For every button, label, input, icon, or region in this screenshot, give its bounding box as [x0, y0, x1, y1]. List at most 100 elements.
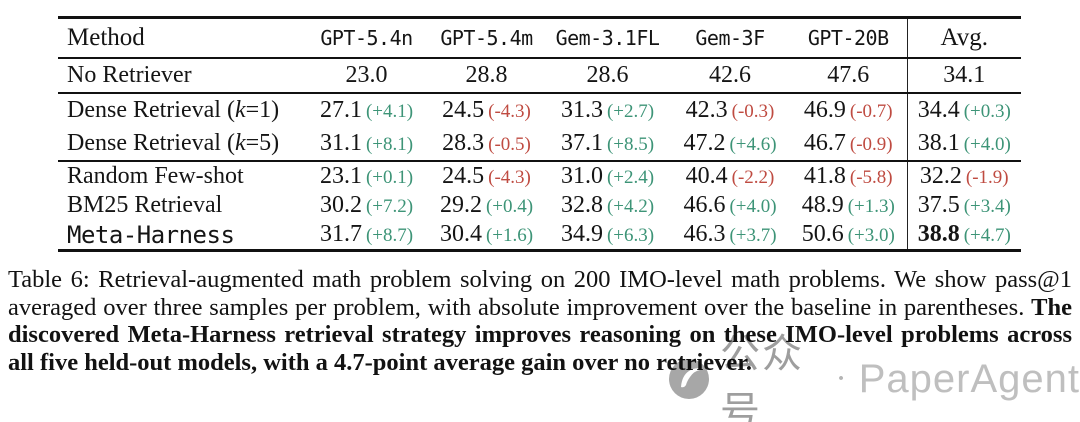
score-value: 30.4: [439, 221, 482, 248]
score-cell: 38.8 (+4.7): [906, 220, 1021, 251]
score-cell: 31.3 (+2.7): [545, 93, 670, 127]
score-delta: (-0.5): [488, 133, 531, 155]
score-cell: 40.4 (-2.2): [670, 161, 790, 191]
score-delta: (+2.4): [606, 166, 655, 188]
score-cell: 46.7 (-0.9): [790, 127, 907, 161]
score-cell: 41.8 (-5.8): [790, 161, 907, 191]
score-delta: (+4.0): [963, 133, 1011, 155]
score-value: 46.7: [803, 129, 846, 156]
score-delta: (+4.1): [365, 100, 414, 122]
score-cell: 28.3 (-0.5): [428, 127, 545, 161]
method-cell: Meta-Harness: [67, 220, 235, 249]
score-cell: 32.2 (-1.9): [906, 160, 1021, 191]
score-value: 37.1: [560, 129, 603, 156]
method-cell: BM25 Retrieval: [67, 192, 223, 218]
score-delta: (+4.0): [729, 196, 777, 217]
method-cell: Dense Retrieval (k=1): [67, 96, 280, 123]
baseline-row: No Retriever 23.0 28.8 28.6 42.6 47.6 34.1: [58, 57, 1021, 93]
score-delta: (-2.2): [731, 166, 775, 188]
score-cell: 24.5 (-4.3): [428, 161, 545, 191]
score-cell: 31.7 (+8.7): [305, 221, 428, 251]
score-value: 31.0: [560, 162, 603, 189]
score-delta: (-1.9): [965, 166, 1009, 188]
score-cell: 29.2 (+0.4): [428, 191, 545, 221]
score-cell: 46.3 (+3.7): [670, 221, 790, 251]
score-cell: 32.8 (+4.2): [545, 191, 670, 221]
score-delta: (+8.5): [606, 133, 655, 155]
score-cell: 30.2 (+7.2): [305, 191, 428, 221]
score-cell: 23.1 (+0.1): [305, 161, 428, 191]
score-cell: 37.5 (+3.4): [906, 190, 1021, 221]
score-cell: 50.6 (+3.0): [790, 221, 907, 251]
score-delta: (+3.0): [847, 225, 895, 247]
score-delta: (+3.7): [729, 225, 777, 247]
score-cell: 24.5 (-4.3): [428, 93, 545, 127]
score-value: 24.5: [442, 96, 485, 123]
method-cell: Random Few-shot: [67, 162, 244, 189]
score-value: 31.1: [319, 129, 362, 156]
score-delta: (-5.8): [849, 166, 893, 188]
score-cell: 37.1 (+8.5): [545, 127, 670, 161]
score-value: 47.2: [683, 129, 726, 156]
col-header: Gem-3F: [695, 25, 765, 50]
score-delta: (+4.6): [729, 133, 777, 155]
score-delta: (+0.1): [365, 166, 414, 188]
score-value: 31.7: [319, 221, 362, 248]
col-header: GPT-5.4m: [440, 25, 533, 50]
score-cell: 28.6: [586, 61, 629, 88]
table-caption: Table 6: Retrieval-augmented math proble…: [8, 266, 1072, 376]
score-cell: 31.0 (+2.4): [545, 161, 670, 191]
score-cell: 42.3 (-0.3): [670, 93, 790, 127]
score-value: 48.9: [801, 192, 844, 218]
score-delta: (+1.6): [485, 225, 534, 247]
score-delta: (-0.9): [849, 133, 893, 155]
score-cell: 34.4 (+0.3): [906, 92, 1021, 127]
score-value: 32.8: [560, 192, 603, 218]
col-header: Avg.: [906, 17, 1021, 58]
score-delta: (+6.3): [606, 225, 655, 247]
score-cell: 34.9 (+6.3): [545, 221, 670, 251]
method-cell: No Retriever: [67, 61, 192, 88]
col-header: Gem-3.1FL: [555, 25, 660, 50]
score-value: 40.4: [685, 162, 728, 189]
score-value: 50.6: [801, 221, 844, 248]
caption-bold-text: The discovered Meta-Harness retrieval st…: [8, 293, 1072, 376]
score-value: 37.5: [917, 192, 960, 218]
table-row: Dense Retrieval (k=1) 27.1 (+4.1) 24.5 (-4.3…: [58, 92, 1021, 127]
header-row: Method GPT-5.4n GPT-5.4m Gem-3.1FL Gem-3F GPT…: [58, 17, 1021, 58]
score-value: 32.2: [919, 162, 962, 189]
baseline-body: No Retriever 23.0 28.8 28.6 42.6 47.6 34.1: [58, 57, 1021, 93]
table-row: Random Few-shot 23.1 (+0.1) 24.5 (-4.3) 31.0(…: [58, 160, 1021, 191]
score-cell: 47.2 (+4.6): [670, 127, 790, 161]
score-cell: 46.9 (-0.7): [790, 93, 907, 127]
caption-normal-text: Table 6: Retrieval-augmented math proble…: [8, 266, 1072, 321]
col-header: Method: [67, 23, 145, 51]
score-cell: 47.6: [827, 61, 870, 88]
table-row: Dense Retrieval (k=5) 31.1 (+8.1) 28.3 (-0.5…: [58, 126, 1021, 161]
score-cell: 28.8: [465, 61, 508, 88]
score-cell: 34.1: [906, 57, 1021, 93]
score-delta: (+7.2): [365, 196, 414, 217]
score-value: 46.6: [683, 192, 726, 218]
method-cell: Dense Retrieval (k=5): [67, 129, 280, 156]
score-value: 29.2: [439, 192, 482, 218]
score-delta: (-0.7): [849, 100, 893, 122]
group-alternative-strategies: Random Few-shot 23.1 (+0.1) 24.5 (-4.3) 31.0(…: [58, 160, 1021, 251]
col-header: GPT-5.4n: [320, 25, 413, 50]
score-cell: 23.0: [345, 61, 388, 88]
score-delta: (+4.7): [963, 225, 1011, 247]
score-delta: (-0.3): [731, 100, 775, 122]
score-cell: 46.6 (+4.0): [670, 191, 790, 221]
score-cell: 42.6: [709, 61, 751, 88]
score-delta: (-4.3): [488, 100, 531, 122]
score-value: 46.3: [683, 221, 726, 248]
score-value: 31.3: [560, 96, 603, 123]
score-value: 42.3: [685, 96, 728, 123]
score-cell: 27.1 (+4.1): [305, 93, 428, 127]
table-row: Meta-Harness 31.7 (+8.7) 30.4 (+1.6) 34.9 (+6.…: [58, 220, 1021, 251]
results-table: Method GPT-5.4n GPT-5.4m Gem-3.1FL Gem-3F GPT…: [58, 16, 1021, 252]
score-delta: (+2.7): [606, 100, 655, 122]
score-cell: 38.1 (+4.0): [906, 126, 1021, 161]
score-value: 30.2: [319, 192, 362, 218]
